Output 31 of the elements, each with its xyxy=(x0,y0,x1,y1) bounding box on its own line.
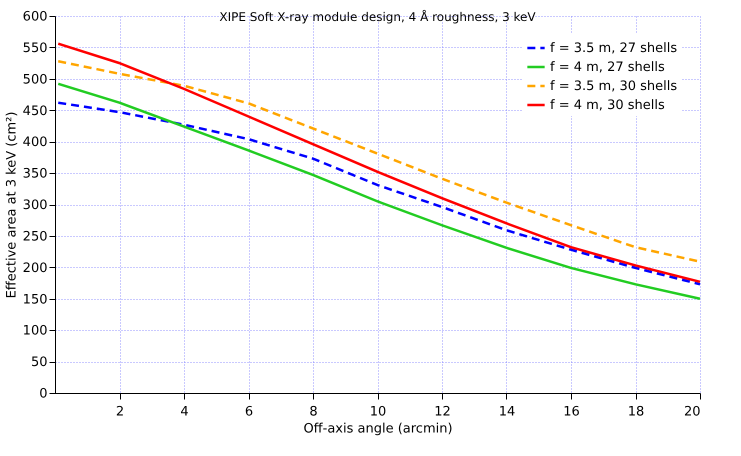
y-tick-label: 450 xyxy=(22,104,48,119)
y-axis-title: Effective area at 3 keV (cm²) xyxy=(4,112,20,298)
x-tick-label: 12 xyxy=(434,404,451,420)
x-tick-label: 16 xyxy=(563,404,580,420)
y-tick-label: 250 xyxy=(22,229,48,244)
y-tick-label: 350 xyxy=(22,166,48,182)
y-tick-label: 500 xyxy=(22,72,48,88)
y-tick-label: 100 xyxy=(22,324,48,339)
legend-label: f = 3.5 m, 30 shells xyxy=(550,79,678,94)
x-tick-label: 20 xyxy=(684,404,700,420)
y-tick-label: 200 xyxy=(22,260,48,276)
x-tick-label: 4 xyxy=(180,404,189,420)
x-tick-label: 18 xyxy=(628,404,644,420)
y-tick-label: 600 xyxy=(22,10,48,24)
x-tick-label: 14 xyxy=(498,404,516,420)
legend-label: f = 4 m, 27 shells xyxy=(550,60,665,75)
line-series xyxy=(56,42,702,284)
x-tick-label: 10 xyxy=(370,404,386,420)
y-tick-label: 0 xyxy=(39,386,48,402)
y-tick-label: 50 xyxy=(30,355,48,370)
chart-title: XIPE Soft X-ray module design, 4 Å roughness, 3 keV xyxy=(219,9,536,24)
x-axis-title: Off-axis angle (arcmin) xyxy=(303,422,453,436)
y-tick-label: 150 xyxy=(22,292,48,308)
y-tick-label: 400 xyxy=(22,135,48,150)
legend-label: f = 3.5 m, 27 shells xyxy=(550,41,678,56)
y-tick-label: 300 xyxy=(22,198,48,213)
legend-label: f = 4 m, 30 shells xyxy=(550,98,665,113)
x-tick-label: 2 xyxy=(116,404,124,420)
x-tick-label: 8 xyxy=(309,404,318,420)
x-tick-label: 6 xyxy=(244,404,254,420)
y-tick-label: 550 xyxy=(22,40,48,56)
